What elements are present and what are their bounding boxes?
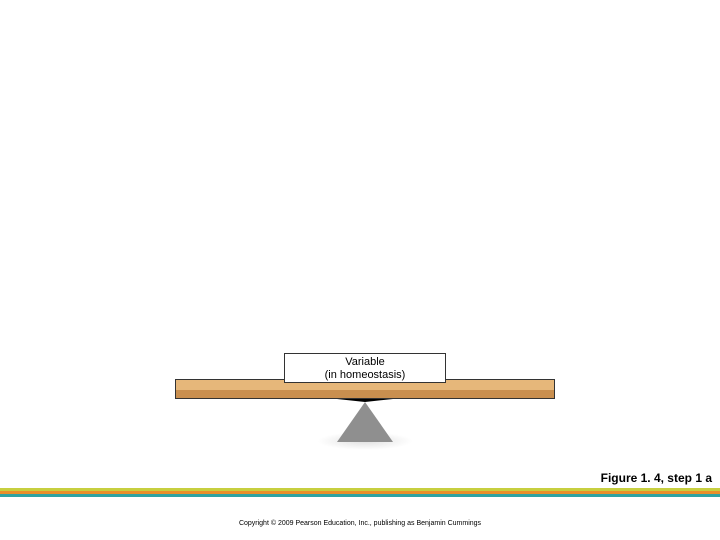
figure-caption: Figure 1. 4, step 1 a: [601, 471, 712, 485]
copyright-text: Copyright © 2009 Pearson Education, Inc.…: [0, 520, 720, 527]
variable-label-box: Variable (in homeostasis): [284, 353, 446, 383]
fulcrum-triangle: [337, 399, 393, 442]
slide-stage: Variable (in homeostasis) Figure 1. 4, s…: [0, 0, 720, 540]
variable-label-line2: (in homeostasis): [293, 369, 437, 382]
variable-label-line1: Variable: [293, 356, 437, 369]
stripe-3: [0, 494, 720, 497]
